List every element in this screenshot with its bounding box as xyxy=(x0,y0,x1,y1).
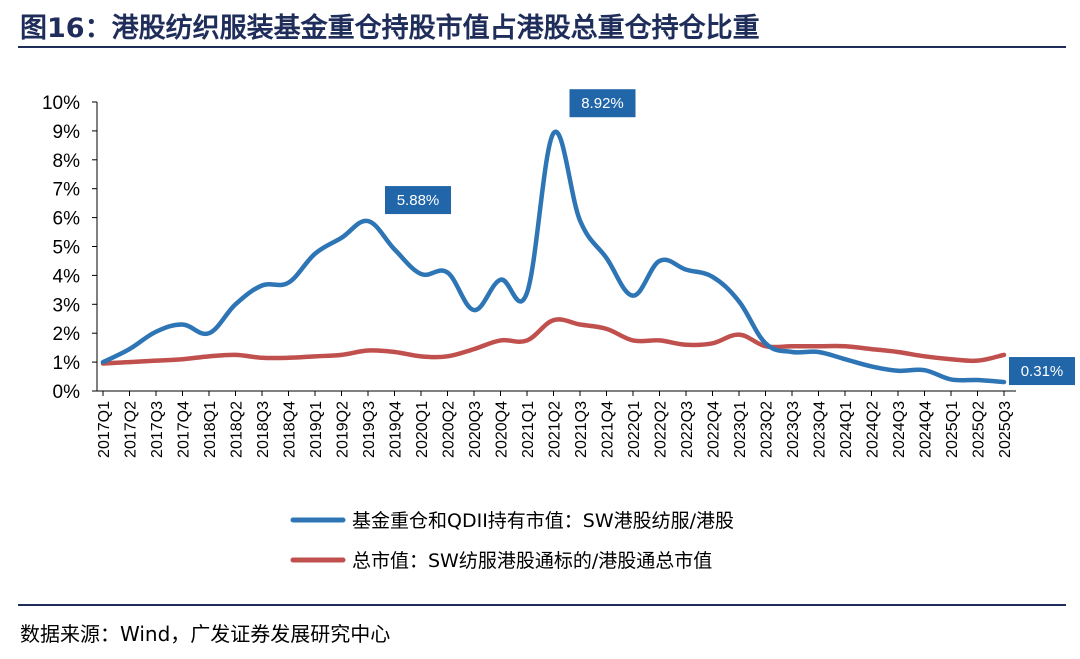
x-tick-label: 2020Q1 xyxy=(414,401,431,458)
y-tick-label: 1% xyxy=(53,353,81,374)
x-tick-label: 2025Q3 xyxy=(997,401,1014,458)
data-label-box xyxy=(385,186,451,215)
x-tick-label: 2025Q2 xyxy=(971,401,988,458)
y-tick-label: 10% xyxy=(42,93,80,114)
x-tick-label: 2021Q2 xyxy=(547,401,564,458)
y-axis: 0% 1% 2% 3% 4% 5% 6% 7% 8% 9% 10% xyxy=(42,93,98,403)
x-tick-label: 2022Q2 xyxy=(653,401,670,458)
chart-title: 图16：港股纺织服装基金重仓持股市值占港股总重仓持仓比重 xyxy=(20,13,760,44)
x-tick-label: 2024Q3 xyxy=(891,401,908,458)
title-rule xyxy=(18,46,1066,48)
x-tick-label: 2019Q4 xyxy=(388,401,405,458)
x-tick-label: 2019Q2 xyxy=(335,401,352,458)
y-tick-label: 2% xyxy=(53,324,81,345)
y-tick-label: 0% xyxy=(53,382,81,403)
y-tick-label: 6% xyxy=(53,209,81,230)
legend-label-1: 总市值：SW纺服港股通标的/港股通总市值 xyxy=(352,550,712,572)
x-tick-label: 2020Q2 xyxy=(441,401,458,458)
x-tick-label: 2021Q1 xyxy=(520,401,537,458)
y-tick-label: 3% xyxy=(53,295,81,316)
footer-rule xyxy=(18,604,1066,606)
x-tick-label: 2023Q3 xyxy=(785,401,802,458)
source-note: 数据来源：Wind，广发证券发展研究中心 xyxy=(20,622,391,646)
x-tick-label: 2017Q3 xyxy=(149,401,166,458)
x-tick-label: 2018Q2 xyxy=(229,401,246,458)
x-tick-label: 2019Q3 xyxy=(361,401,378,458)
x-tick-label: 2022Q1 xyxy=(626,401,643,458)
x-tick-label: 2024Q4 xyxy=(918,401,935,458)
series-line-0 xyxy=(100,129,1007,385)
x-tick-label: 2018Q4 xyxy=(282,401,299,458)
x-tick-label: 2017Q1 xyxy=(96,401,113,458)
x-tick-label: 2021Q4 xyxy=(600,401,617,458)
data-label: 5.88% xyxy=(397,192,440,209)
legend: 基金重仓和QDII持有市值：SW港股纺服/港股总市值：SW纺服港股通标的/港股通… xyxy=(290,510,734,572)
x-tick-label: 2024Q1 xyxy=(838,401,855,458)
y-tick-label: 5% xyxy=(53,238,81,259)
x-tick-label: 2023Q2 xyxy=(759,401,776,458)
x-tick-label: 2025Q1 xyxy=(944,401,961,458)
y-tick-label: 4% xyxy=(53,266,81,287)
y-tick-label: 8% xyxy=(53,151,81,172)
x-tick-label: 2018Q1 xyxy=(202,401,219,458)
x-tick-label: 2023Q4 xyxy=(812,401,829,458)
series-lines xyxy=(100,129,1007,385)
x-tick-label: 2019Q1 xyxy=(308,401,325,458)
x-tick-label: 2020Q4 xyxy=(494,401,511,458)
data-labels: 5.88% 8.92% 0.31% xyxy=(385,89,1075,386)
x-axis: 2017Q1 2017Q2 2017Q3 2017Q4 2018Q1 2018Q2 2018… xyxy=(96,390,1016,458)
legend-label-0: 基金重仓和QDII持有市值：SW港股纺服/港股 xyxy=(352,510,734,532)
y-tick-label: 9% xyxy=(53,122,81,143)
data-label: 0.31% xyxy=(1021,363,1064,380)
series-line-1 xyxy=(100,317,1007,366)
data-label-box xyxy=(569,89,636,118)
data-label-box xyxy=(1009,357,1075,386)
x-tick-label: 2022Q3 xyxy=(679,401,696,458)
y-tick-label: 7% xyxy=(53,180,81,201)
x-tick-label: 2020Q3 xyxy=(467,401,484,458)
x-tick-label: 2018Q3 xyxy=(255,401,272,458)
x-tick-label: 2022Q4 xyxy=(706,401,723,458)
x-tick-label: 2024Q2 xyxy=(865,401,882,458)
data-label: 8.92% xyxy=(581,95,624,112)
x-tick-label: 2017Q2 xyxy=(123,401,140,458)
x-tick-label: 2017Q4 xyxy=(176,401,193,458)
x-tick-label: 2023Q1 xyxy=(732,401,749,458)
x-tick-label: 2021Q3 xyxy=(573,401,590,458)
